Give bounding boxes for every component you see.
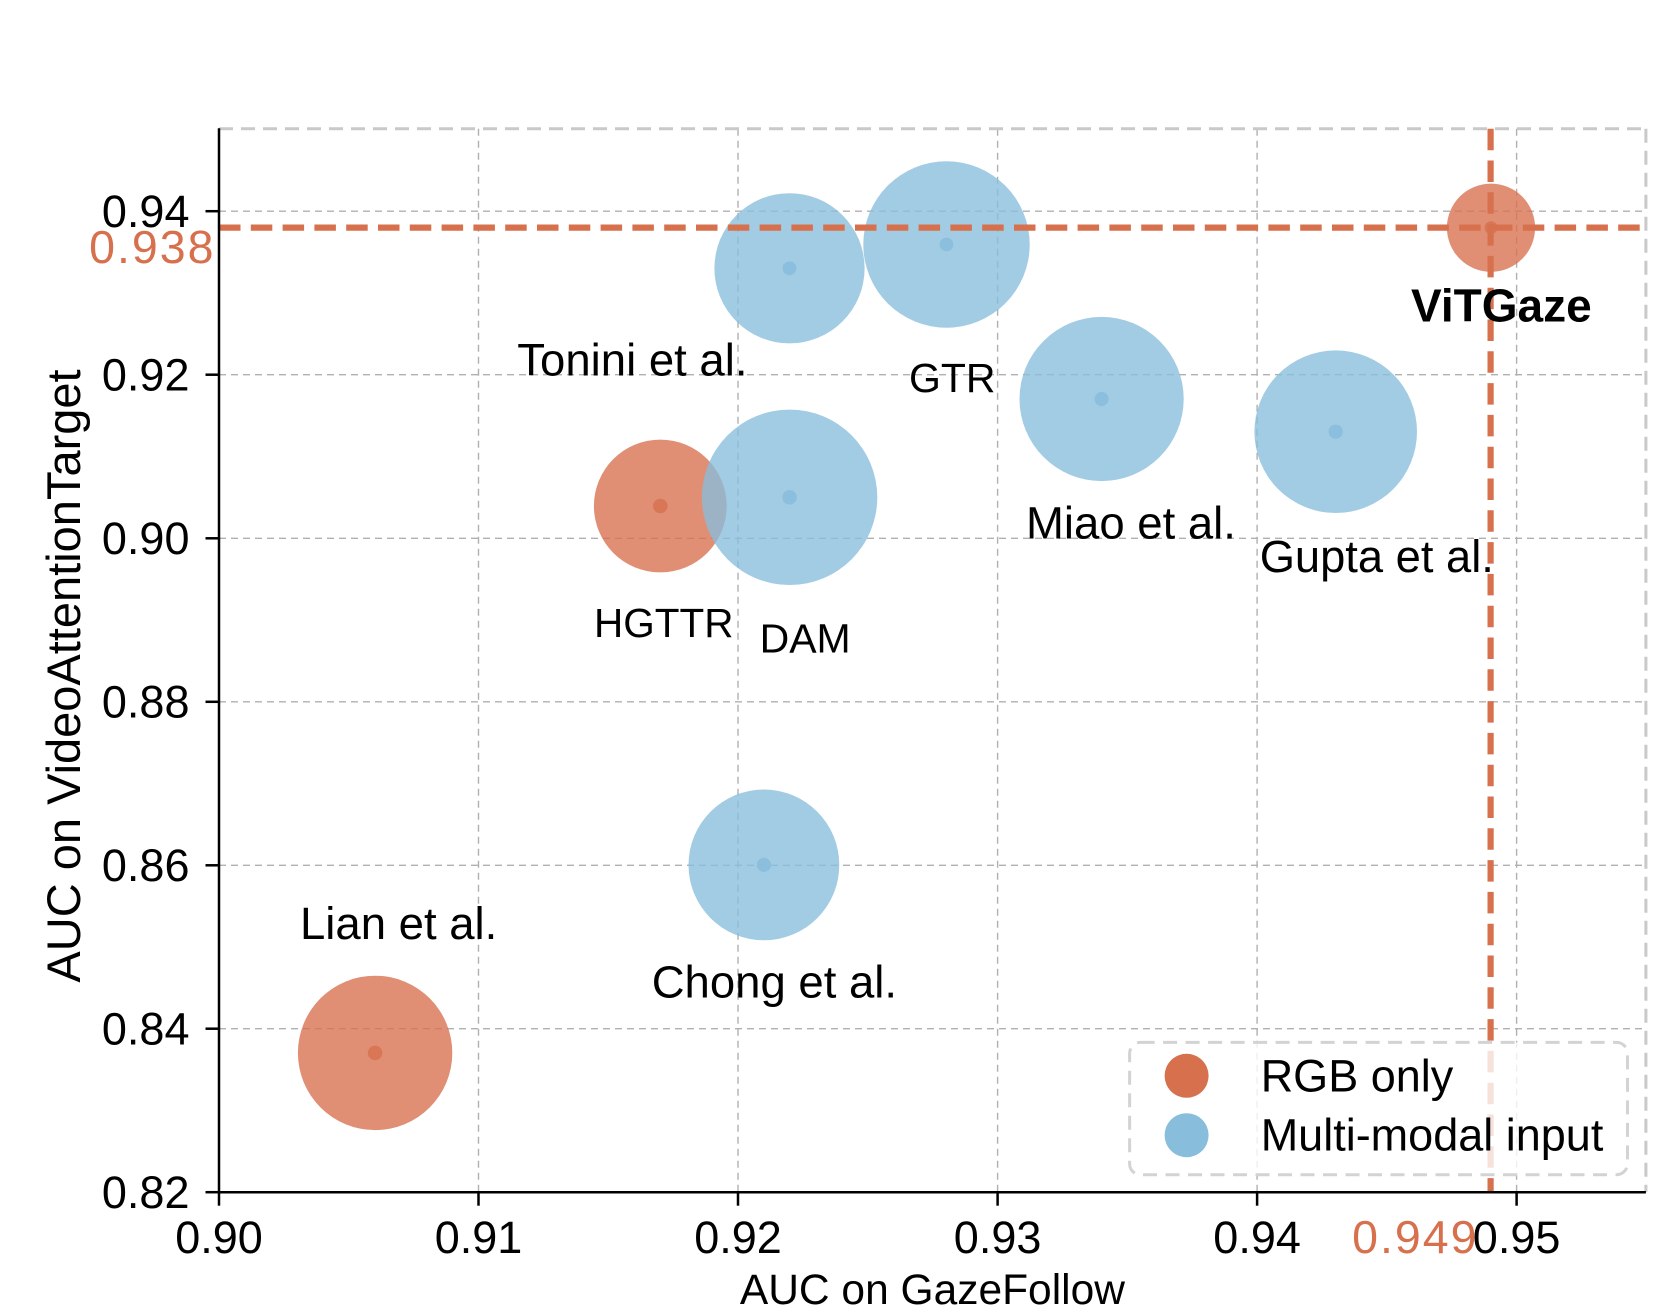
svg-text:0.91: 0.91	[435, 1212, 523, 1263]
svg-text:0.92: 0.92	[102, 349, 190, 400]
svg-text:HGTTR: HGTTR	[594, 600, 733, 646]
svg-text:0.92: 0.92	[694, 1212, 782, 1263]
svg-text:DAM: DAM	[760, 616, 851, 662]
svg-text:Multi-modal input: Multi-modal input	[1261, 1110, 1604, 1161]
svg-text:Lian et al.: Lian et al.	[300, 898, 497, 949]
svg-text:0.93: 0.93	[954, 1212, 1042, 1263]
svg-text:0.95: 0.95	[1473, 1212, 1561, 1263]
svg-text:0.949: 0.949	[1352, 1211, 1478, 1263]
svg-text:Gupta et al.: Gupta et al.	[1260, 531, 1494, 582]
svg-text:0.82: 0.82	[102, 1167, 190, 1218]
svg-text:0.90: 0.90	[102, 513, 190, 564]
svg-text:0.86: 0.86	[102, 840, 190, 891]
svg-text:0.94: 0.94	[1213, 1212, 1301, 1263]
svg-text:RGB only: RGB only	[1261, 1051, 1454, 1102]
svg-text:0.938: 0.938	[89, 221, 215, 273]
svg-text:AUC on GazeFollow: AUC on GazeFollow	[740, 1267, 1125, 1314]
svg-text:Miao et al.: Miao et al.	[1026, 497, 1236, 548]
svg-text:0.94: 0.94	[102, 186, 190, 237]
svg-text:0.90: 0.90	[175, 1212, 263, 1263]
svg-text:ViTGaze: ViTGaze	[1411, 279, 1592, 331]
svg-text:0.84: 0.84	[102, 1003, 190, 1054]
svg-text:0.88: 0.88	[102, 676, 190, 727]
svg-text:AUC on VideoAttentionTarget: AUC on VideoAttentionTarget	[37, 369, 90, 982]
svg-text:Chong et al.: Chong et al.	[652, 956, 897, 1007]
svg-text:GTR: GTR	[909, 355, 996, 401]
svg-text:Tonini et al.: Tonini et al.	[517, 335, 747, 386]
